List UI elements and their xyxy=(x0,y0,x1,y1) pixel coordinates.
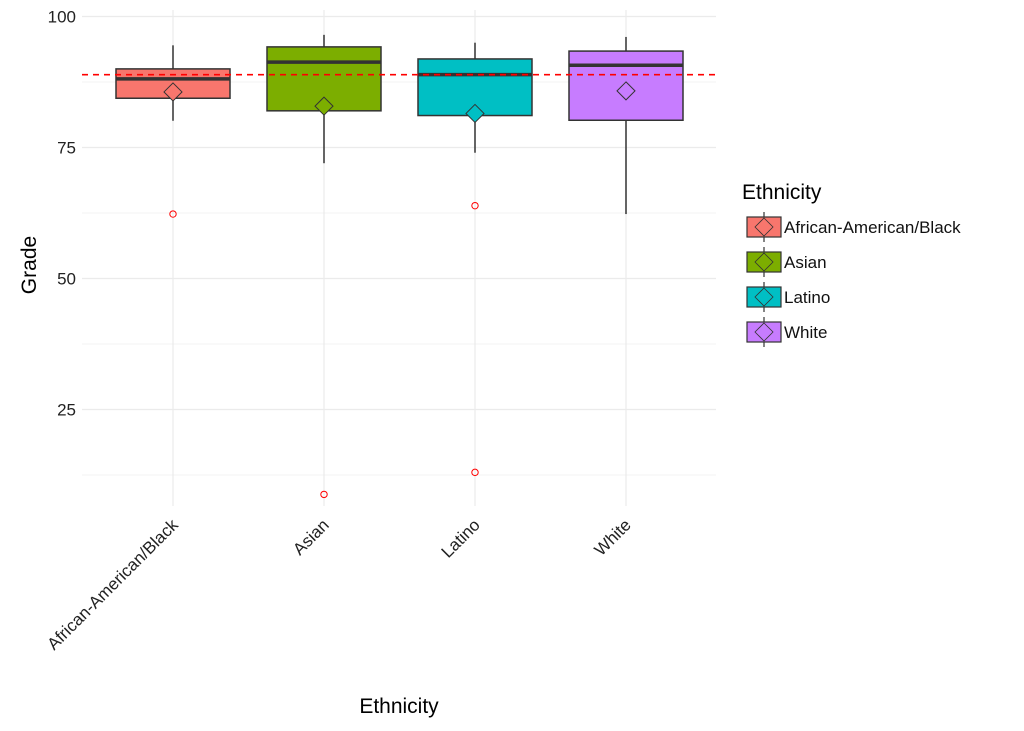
legend-entry: White xyxy=(746,317,827,347)
x-tick-label: Asian xyxy=(289,515,333,559)
outlier-point xyxy=(471,201,479,210)
legend-entry: Asian xyxy=(746,247,827,277)
legend-label: Asian xyxy=(784,253,827,272)
outlier-point xyxy=(169,210,177,218)
legend-entry: African-American/Black xyxy=(746,212,961,242)
x-tick-label: Latino xyxy=(438,515,484,561)
legend-key-diamond xyxy=(754,252,774,272)
y-tick-label: 100 xyxy=(48,8,76,27)
legend: Ethnicity African-American/Black Asian Lat… xyxy=(742,181,961,347)
box-latino xyxy=(417,42,533,477)
legend-label: African-American/Black xyxy=(784,218,961,237)
box-white xyxy=(568,36,684,215)
x-tick-label: African-American/Black xyxy=(43,515,182,654)
legend-key-diamond xyxy=(754,217,774,237)
boxes xyxy=(115,34,684,499)
x-axis-ticks: African-American/Black Asian Latino White xyxy=(43,515,634,654)
y-tick-label: 75 xyxy=(57,139,76,158)
legend-label: White xyxy=(784,323,827,342)
mean-diamond xyxy=(163,82,183,102)
y-tick-label: 50 xyxy=(57,270,76,289)
y-axis-title: Grade xyxy=(18,236,41,294)
mean-diamond xyxy=(465,103,485,124)
mean-diamond xyxy=(616,81,636,101)
legend-key-diamond xyxy=(754,287,774,307)
legend-label: Latino xyxy=(784,288,830,307)
y-tick-label: 25 xyxy=(57,401,76,420)
mean-diamond xyxy=(314,96,334,116)
box-asian xyxy=(266,34,382,499)
x-axis-title: Ethnicity xyxy=(359,695,439,718)
legend-title: Ethnicity xyxy=(742,181,822,204)
legend-entry: Latino xyxy=(746,282,830,312)
y-axis-ticks: 25 50 75 100 xyxy=(48,8,76,420)
legend-key-diamond xyxy=(754,322,774,342)
outlier-point xyxy=(471,468,479,477)
x-tick-label: White xyxy=(591,515,635,559)
outlier-point xyxy=(320,490,328,499)
box-african-american-black xyxy=(115,45,231,218)
